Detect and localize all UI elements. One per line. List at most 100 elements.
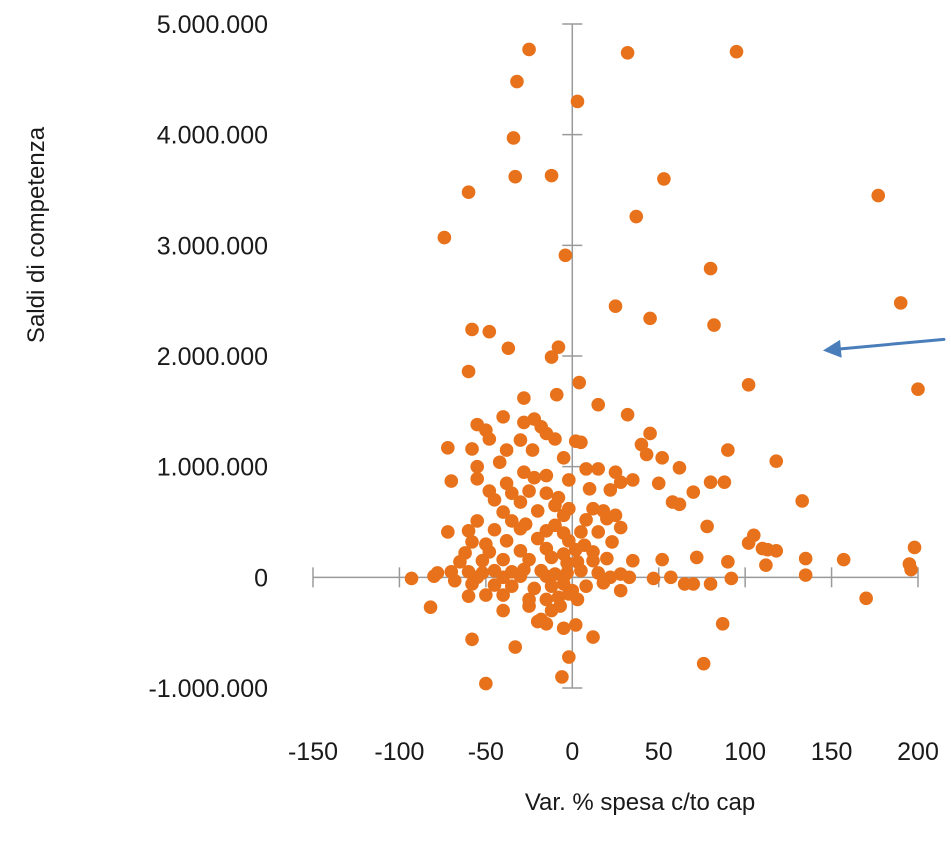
data-point	[530, 504, 545, 518]
data-point	[625, 553, 640, 568]
data-point	[579, 462, 593, 476]
data-point	[539, 468, 554, 483]
data-point	[499, 534, 514, 548]
data-point	[558, 248, 573, 263]
data-point	[769, 543, 784, 558]
data-point	[444, 474, 459, 488]
data-point	[625, 473, 640, 487]
data-point	[620, 407, 635, 422]
data-point	[600, 511, 614, 526]
data-point	[836, 552, 851, 567]
data-point	[629, 209, 644, 224]
data-point	[508, 640, 523, 654]
data-point	[696, 656, 711, 671]
data-point	[504, 579, 519, 593]
data-point	[724, 571, 739, 586]
y-tick-label: 3.000.000	[157, 232, 268, 260]
data-point	[613, 583, 628, 598]
data-point	[461, 185, 476, 200]
data-point	[461, 524, 476, 538]
data-point	[465, 577, 479, 591]
data-point	[404, 571, 419, 586]
data-point	[556, 508, 571, 523]
data-point	[499, 443, 514, 457]
data-point	[496, 552, 510, 567]
data-point	[741, 536, 756, 550]
data-point	[911, 382, 925, 397]
data-point	[470, 514, 485, 528]
data-point	[465, 535, 479, 549]
data-point	[461, 364, 476, 379]
data-point	[479, 588, 493, 602]
data-point	[596, 576, 611, 590]
data-point	[613, 520, 628, 535]
data-point	[487, 493, 502, 507]
data-point	[655, 451, 669, 465]
data-point	[586, 553, 600, 568]
data-point	[555, 670, 569, 684]
data-point	[556, 621, 571, 636]
data-point	[496, 410, 510, 424]
data-point	[544, 579, 559, 593]
y-axis-title: Saldi di competenza	[23, 126, 50, 343]
data-point	[904, 562, 918, 577]
data-point	[501, 341, 516, 356]
data-point	[591, 525, 606, 539]
data-point	[465, 632, 479, 647]
data-point	[664, 570, 678, 585]
annotations	[822, 337, 946, 358]
data-point	[562, 650, 576, 664]
data-point	[508, 169, 523, 184]
data-point	[686, 485, 701, 499]
data-point	[591, 397, 606, 412]
data-point	[586, 630, 600, 644]
y-tick-label: 0	[254, 564, 268, 592]
data-point	[639, 447, 654, 462]
y-tick-label: 2.000.000	[157, 343, 268, 371]
data-point	[651, 476, 666, 491]
data-point	[568, 542, 583, 557]
y-tick-label: 5.000.000	[157, 11, 268, 39]
data-point	[544, 168, 559, 183]
data-point	[513, 495, 528, 509]
data-point	[798, 551, 813, 566]
annotation-arrow-head	[822, 339, 842, 358]
data-point	[703, 577, 718, 591]
data-point	[423, 600, 438, 615]
data-point	[522, 42, 536, 57]
x-tick-label: 0	[565, 738, 579, 766]
x-tick-label: -150	[288, 738, 338, 766]
data-point	[544, 550, 559, 565]
data-point	[482, 432, 497, 446]
data-point	[470, 459, 485, 474]
data-point	[655, 552, 669, 567]
data-points	[404, 42, 925, 691]
data-point	[487, 578, 502, 592]
x-axis-title: Var. % spesa c/to cap	[525, 789, 755, 816]
data-point	[572, 375, 586, 390]
data-point	[562, 473, 576, 487]
data-point	[574, 435, 588, 450]
data-point	[482, 324, 497, 339]
data-point	[549, 387, 564, 402]
data-point	[487, 522, 502, 537]
data-point	[769, 454, 784, 468]
data-point	[465, 442, 479, 456]
data-point	[646, 571, 661, 586]
data-point	[605, 535, 619, 549]
data-point	[672, 497, 687, 512]
data-point	[548, 432, 562, 446]
data-point	[591, 462, 606, 476]
data-point	[479, 676, 493, 691]
data-point	[513, 521, 528, 536]
data-point	[492, 455, 507, 470]
data-point	[530, 531, 545, 546]
data-point	[517, 465, 531, 480]
data-point	[560, 556, 574, 570]
y-tick-label: -1.000.000	[148, 675, 268, 703]
data-point	[608, 299, 623, 314]
data-point	[475, 553, 490, 568]
y-tick-label: 1.000.000	[157, 454, 268, 482]
data-point	[517, 415, 531, 430]
data-point	[527, 581, 542, 596]
